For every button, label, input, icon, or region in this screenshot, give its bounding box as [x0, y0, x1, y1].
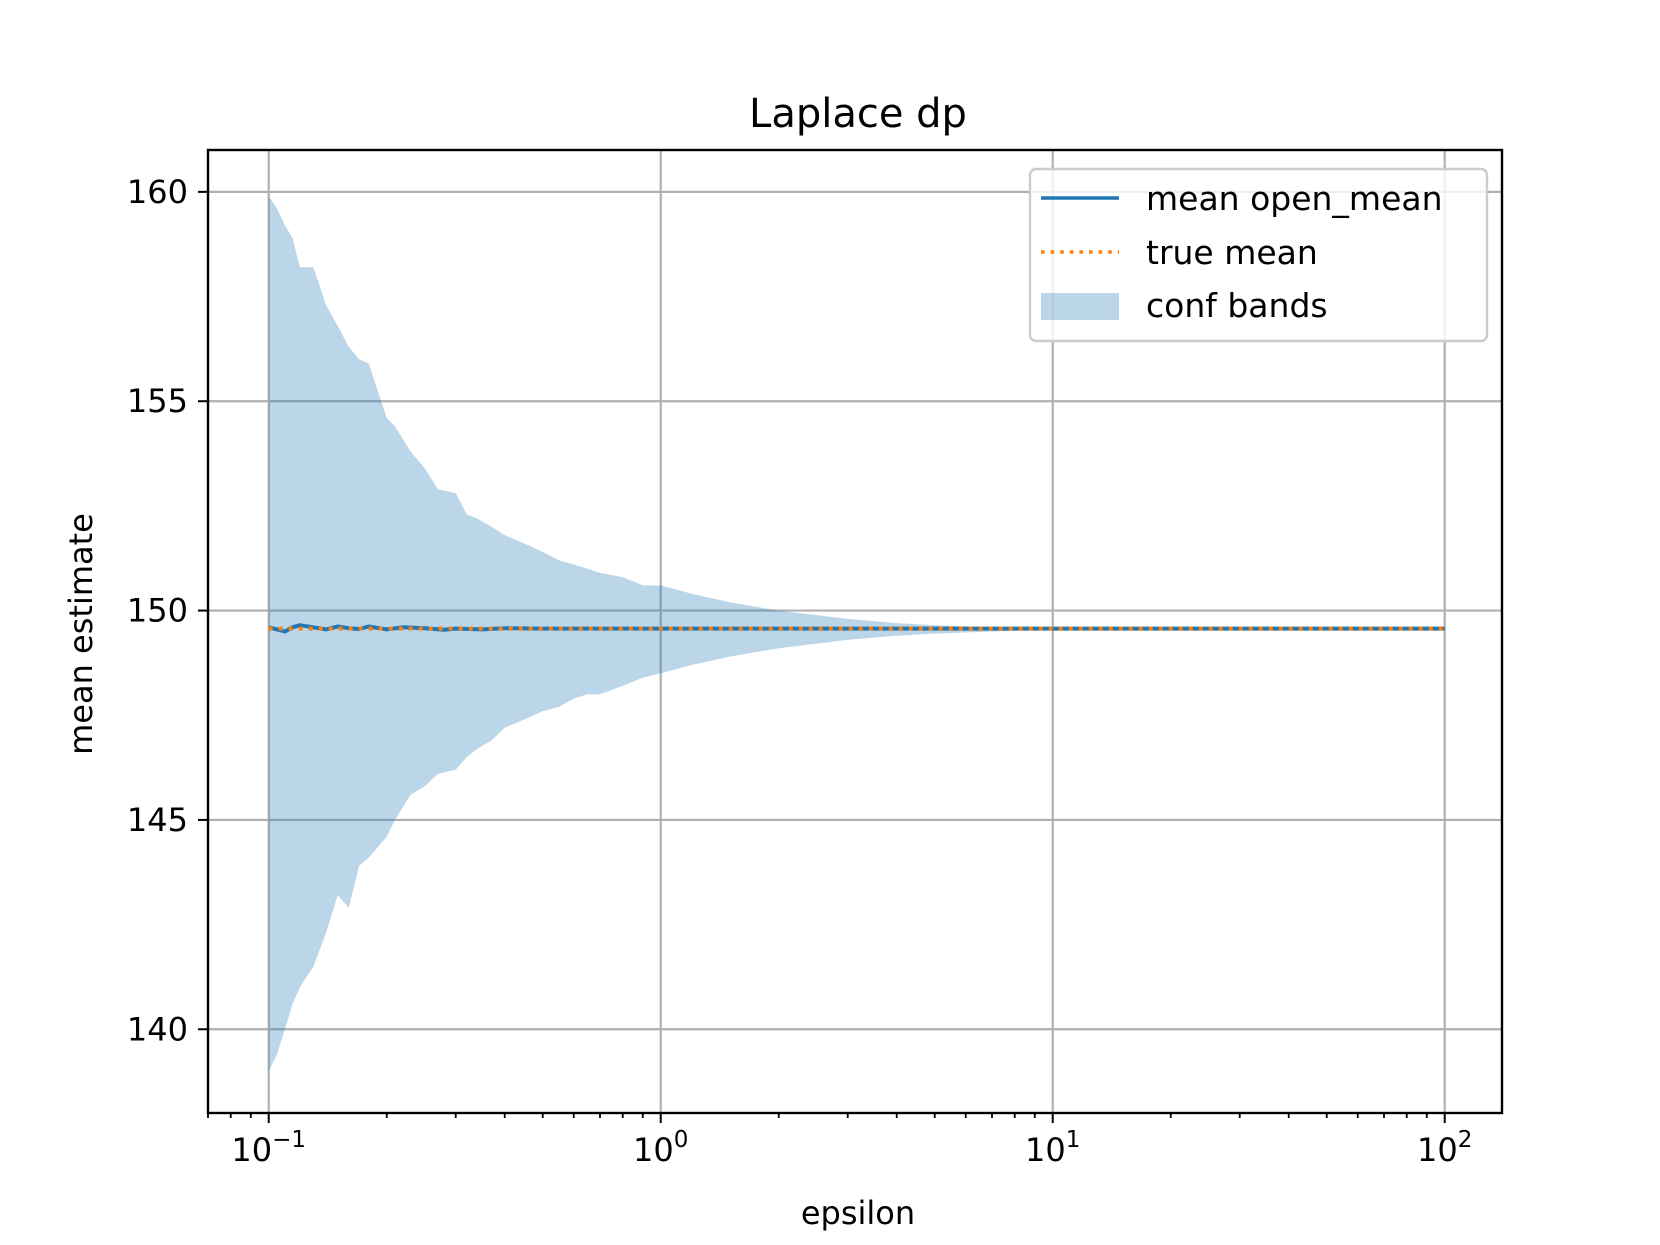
- x-tick-label: 10−1: [231, 1127, 306, 1169]
- x-tick-label: 101: [1025, 1127, 1080, 1169]
- confidence-band-layer: [268, 196, 1445, 1072]
- x-tick-label: 100: [633, 1127, 688, 1169]
- legend-label-conf-bands: conf bands: [1146, 286, 1328, 325]
- axes-frame: [206, 148, 1504, 1115]
- y-tick-label: 145: [127, 801, 188, 839]
- y-tick-label: 160: [127, 173, 188, 211]
- y-axis-label: mean estimate: [62, 513, 100, 755]
- legend-label-open-mean: mean open_mean: [1146, 179, 1443, 218]
- x-axis-ticks: 10−1 100 101 102: [207, 1113, 1472, 1169]
- legend: mean open_mean true mean conf bands: [1028, 167, 1489, 343]
- chart-title: Laplace dp: [749, 91, 967, 137]
- confidence-band: [268, 196, 1445, 1072]
- series-layer: [268, 623, 1445, 634]
- y-tick-label: 140: [127, 1010, 188, 1048]
- legend-box: [1028, 167, 1489, 343]
- x-axis-label: epsilon: [801, 1194, 915, 1232]
- legend-label-true-mean: true mean: [1146, 233, 1318, 272]
- y-tick-label: 155: [127, 382, 188, 420]
- y-tick-label: 150: [127, 592, 188, 630]
- legend-swatch-conf-bands: [1041, 293, 1119, 320]
- x-tick-label: 102: [1417, 1127, 1472, 1169]
- y-axis-ticks: 140 145 150 155 160: [127, 173, 208, 1048]
